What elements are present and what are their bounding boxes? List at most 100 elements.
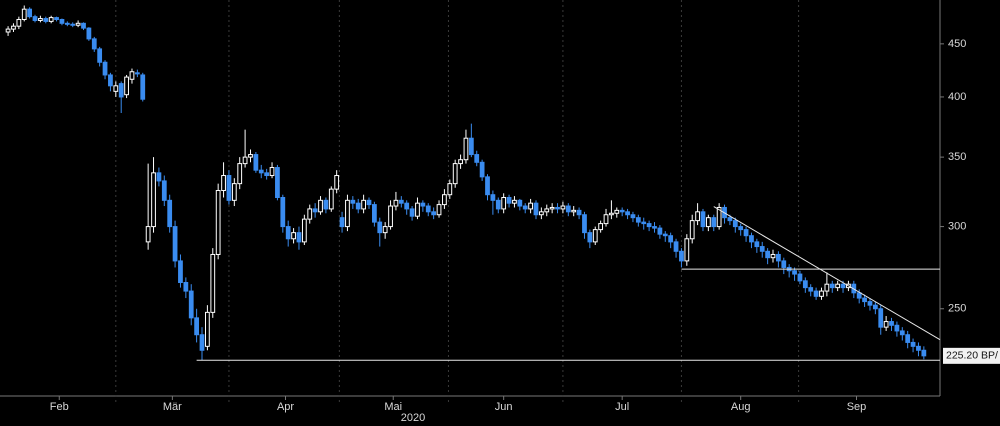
candle-body	[673, 241, 679, 252]
candle-body	[5, 28, 11, 33]
candle-body	[215, 190, 221, 255]
candle-body	[495, 199, 501, 210]
candle-body	[878, 308, 884, 328]
candle-body	[345, 199, 350, 228]
candle-body	[183, 281, 189, 292]
candle-body	[70, 23, 76, 26]
candle-body	[118, 83, 124, 98]
candle-body	[151, 172, 156, 228]
candle-body	[75, 22, 81, 26]
candle-body	[705, 217, 711, 228]
candle-body	[312, 208, 318, 213]
candle-body	[813, 290, 819, 297]
candle-body	[829, 283, 835, 289]
candle-body	[431, 211, 437, 216]
x-tick-label: Jun	[495, 401, 513, 413]
candle-body	[479, 161, 485, 178]
candle-body	[409, 208, 415, 217]
x-tick-label: Apr	[277, 401, 294, 413]
candle-body	[231, 183, 237, 201]
candle-body	[463, 137, 469, 161]
candle-body	[269, 167, 275, 177]
candle-body	[792, 270, 797, 275]
candle-body	[442, 194, 447, 206]
candle-body	[776, 253, 781, 262]
candle-body	[614, 209, 620, 214]
candle-body	[64, 22, 70, 25]
candle-body	[102, 61, 108, 76]
candle-body	[97, 48, 103, 63]
candle-body	[689, 220, 695, 240]
candle-body	[808, 287, 814, 292]
candle-body	[447, 183, 453, 196]
candle-body	[770, 253, 776, 259]
last-price-label: 225.20 BP/	[946, 350, 998, 362]
candle-body	[824, 283, 830, 292]
candle-body	[161, 180, 167, 201]
candle-body	[894, 324, 900, 332]
candle-body	[301, 218, 307, 243]
candle-body	[172, 226, 178, 262]
candle-body	[91, 38, 97, 50]
candle-body	[221, 175, 226, 192]
candle-body	[598, 223, 604, 231]
candle-body	[474, 154, 480, 163]
candle-body	[916, 345, 921, 351]
candle-body	[188, 290, 194, 319]
candle-body	[307, 208, 313, 220]
candle-body	[485, 176, 490, 196]
candle-body	[576, 209, 582, 216]
candle-body	[506, 197, 512, 204]
candle-body	[210, 253, 216, 313]
candle-body	[641, 221, 647, 225]
candle-body	[129, 71, 135, 80]
candle-body	[765, 250, 771, 259]
candle-body	[415, 202, 420, 217]
candle-body	[538, 211, 544, 216]
candle-body	[802, 280, 808, 289]
candle-body	[21, 8, 27, 20]
candle-body	[468, 137, 474, 156]
candle-body	[318, 199, 323, 213]
candle-body	[910, 341, 916, 347]
candle-body	[355, 202, 361, 210]
candle-body	[242, 156, 248, 165]
candle-body	[684, 238, 690, 262]
candle-body	[819, 290, 824, 297]
y-tick-label: 400	[948, 91, 966, 103]
candle-body	[38, 18, 43, 21]
candle-body	[872, 304, 878, 310]
candle-body	[323, 199, 329, 210]
candle-body	[652, 226, 657, 229]
candle-body	[366, 199, 372, 206]
y-tick-label: 450	[948, 38, 966, 50]
candle-body	[248, 154, 253, 158]
candle-body	[32, 16, 38, 21]
candle-body	[458, 159, 463, 165]
candle-body	[253, 154, 259, 171]
candle-body	[388, 205, 393, 228]
candle-body	[404, 202, 410, 210]
candle-body	[883, 321, 889, 328]
candle-body	[533, 202, 539, 216]
candle-body	[657, 227, 663, 235]
candle-body	[743, 229, 749, 237]
candle-body	[797, 273, 803, 282]
candle-body	[635, 217, 641, 223]
candle-body	[398, 199, 404, 204]
candle-body	[867, 301, 873, 306]
candle-body	[350, 199, 356, 204]
candle-body	[371, 204, 377, 223]
x-tick-label: Sep	[847, 401, 867, 413]
candle-body	[393, 199, 399, 207]
candle-body	[862, 297, 867, 303]
candle-body	[603, 214, 609, 225]
candle-body	[560, 205, 566, 210]
candle-body	[156, 172, 162, 182]
candle-body	[679, 250, 684, 262]
candle-body	[11, 25, 16, 30]
candle-body	[754, 241, 760, 248]
candle-body	[582, 214, 587, 234]
candle-body	[840, 283, 846, 289]
